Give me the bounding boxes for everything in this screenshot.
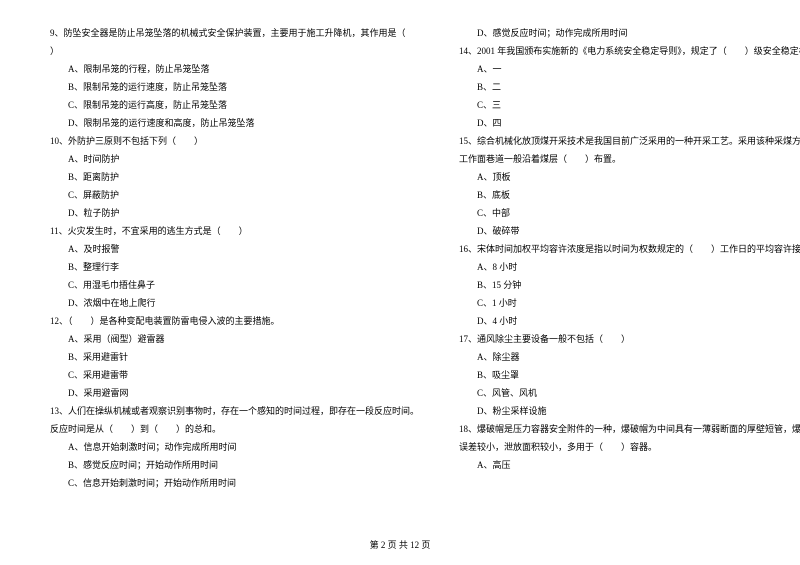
page-body: 9、防坠安全器是防止吊笼坠落的机械式安全保护装置，主要用于施工升降机，其作用是（…	[0, 0, 800, 492]
q14-stem: 14、2001 年我国颁布实施新的《电力系统安全稳定导则》，规定了（ ）级安全稳…	[459, 42, 800, 60]
q16-stem: 16、宋体时间加权平均容许浓度是指以时间为权数规定的（ ）工作日的平均容许接触水…	[459, 240, 800, 258]
q11-option-c: C、用湿毛巾捂住鼻子	[50, 276, 419, 294]
q13-option-a: A、信息开始刺激时间；动作完成所用时间	[50, 438, 419, 456]
left-column: 9、防坠安全器是防止吊笼坠落的机械式安全保护装置，主要用于施工升降机，其作用是（…	[50, 24, 419, 492]
q11-stem: 11、火灾发生时，不宜采用的逃生方式是（ ）	[50, 222, 419, 240]
q14-option-c: C、三	[459, 96, 800, 114]
q10-option-a: A、时间防护	[50, 150, 419, 168]
q11-option-a: A、及时报警	[50, 240, 419, 258]
q15-option-a: A、顶板	[459, 168, 800, 186]
q13-stem-line2: 反应时间是从（ ）到（ ）的总和。	[50, 420, 419, 438]
q10-option-b: B、距离防护	[50, 168, 419, 186]
q16-option-c: C、1 小时	[459, 294, 800, 312]
q17-option-b: B、吸尘罩	[459, 366, 800, 384]
q18-stem-line2: 误差较小，泄放面积较小，多用于（ ）容器。	[459, 438, 800, 456]
q15-stem-line1: 15、综合机械化放顶煤开采技术是我国目前广泛采用的一种开采工艺。采用该种采煤方法…	[459, 132, 800, 150]
q18-stem-line1: 18、爆破帽是压力容器安全附件的一种，爆破帽为中间具有一薄弱断面的厚壁短管，爆破…	[459, 420, 800, 438]
q15-option-d: D、破碎带	[459, 222, 800, 240]
q12-stem: 12、（ ）是各种变配电装置防雷电侵入波的主要措施。	[50, 312, 419, 330]
q17-option-d: D、粉尘采样设施	[459, 402, 800, 420]
q15-option-b: B、底板	[459, 186, 800, 204]
q9-stem-line1: 9、防坠安全器是防止吊笼坠落的机械式安全保护装置，主要用于施工升降机，其作用是（	[50, 24, 419, 42]
q17-option-c: C、风管、风机	[459, 384, 800, 402]
q17-option-a: A、除尘器	[459, 348, 800, 366]
q16-option-d: D、4 小时	[459, 312, 800, 330]
q12-option-a: A、采用（阀型）避雷器	[50, 330, 419, 348]
q9-stem-line2: ）	[50, 42, 419, 60]
q12-option-d: D、采用避雷网	[50, 384, 419, 402]
q13-option-c: C、信息开始刺激时间；开始动作所用时间	[50, 474, 419, 492]
q15-option-c: C、中部	[459, 204, 800, 222]
q18-option-a: A、高压	[459, 456, 800, 474]
q9-option-b: B、限制吊笼的运行速度，防止吊笼坠落	[50, 78, 419, 96]
q13-stem-line1: 13、人们在操纵机械或者观察识别事物时，存在一个感知的时间过程，即存在一段反应时…	[50, 402, 419, 420]
q11-option-d: D、浓烟中在地上爬行	[50, 294, 419, 312]
q14-option-b: B、二	[459, 78, 800, 96]
q10-stem: 10、外防护三原则不包括下列（ ）	[50, 132, 419, 150]
q11-option-b: B、整理行李	[50, 258, 419, 276]
q12-option-c: C、采用避雷带	[50, 366, 419, 384]
q9-option-d: D、限制吊笼的运行速度和高度，防止吊笼坠落	[50, 114, 419, 132]
page-footer: 第 2 页 共 12 页	[0, 538, 800, 551]
q17-stem: 17、通风除尘主要设备一般不包括（ ）	[459, 330, 800, 348]
q13-option-d: D、感觉反应时间；动作完成所用时间	[459, 24, 800, 42]
q16-option-b: B、15 分钟	[459, 276, 800, 294]
q16-option-a: A、8 小时	[459, 258, 800, 276]
q12-option-b: B、采用避雷针	[50, 348, 419, 366]
q13-option-b: B、感觉反应时间；开始动作所用时间	[50, 456, 419, 474]
q14-option-a: A、一	[459, 60, 800, 78]
q14-option-d: D、四	[459, 114, 800, 132]
q10-option-c: C、屏蔽防护	[50, 186, 419, 204]
q15-stem-line2: 工作面巷道一般沿着煤层（ ）布置。	[459, 150, 800, 168]
q9-option-c: C、限制吊笼的运行高度，防止吊笼坠落	[50, 96, 419, 114]
right-column: D、感觉反应时间；动作完成所用时间 14、2001 年我国颁布实施新的《电力系统…	[459, 24, 800, 492]
q10-option-d: D、粒子防护	[50, 204, 419, 222]
q9-option-a: A、限制吊笼的行程，防止吊笼坠落	[50, 60, 419, 78]
